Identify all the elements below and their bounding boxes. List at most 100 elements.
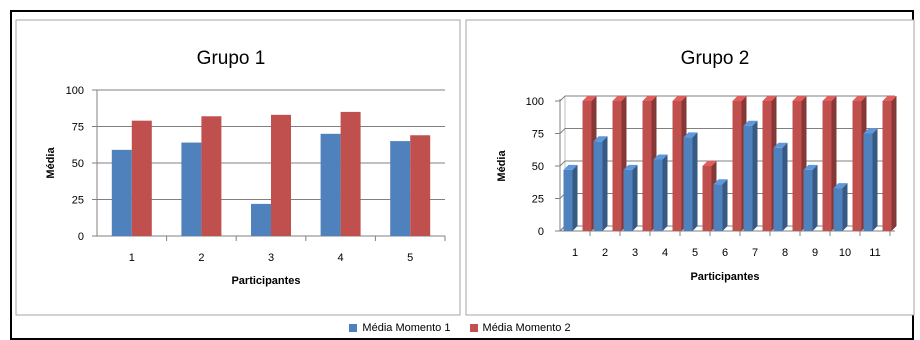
chart-2-bar-s2-top [702,161,717,166]
chart-2-bar-s1-front [623,169,633,231]
chart-2-xtick-label: 10 [839,247,851,259]
chart-2-bar-s1-top [833,183,848,189]
chart-2-bar-s1 [593,136,608,231]
chart-2-ytick-label: 50 [532,161,544,173]
chart-2-bar-s1-side [602,136,608,231]
chart-2-gridline-skew [559,128,566,134]
chart-2-xtick-label: 7 [752,247,758,259]
chart-2-bar-s2-top [852,96,867,101]
chart-1-bar-s2-front [410,135,431,236]
legend-item-momento-2: Média Momento 2 [469,322,571,334]
chart-2-bar-s1-top [563,164,578,170]
chart-1-bar-s1 [181,142,202,236]
chart-2-bar-s1 [653,154,668,231]
chart-2-bar-s2-front [642,101,652,231]
chart-2-bar-s1 [833,183,848,231]
chart-2-bar-s1-top [863,128,878,134]
chart-2-bar-s1-top [743,120,758,126]
chart-2-bar-s1-side [692,132,698,231]
chart-2-bar-s2-top [612,96,627,101]
chart-2-bar-s1-top [683,132,698,138]
chart-2-bar-s2-front [672,101,682,231]
chart-1-xtick-label: 1 [129,252,135,264]
chart-1-ytick-label: 100 [66,85,84,97]
chart-2-bar-s2-top [672,96,687,101]
chart-1-bar-s1 [390,141,411,236]
chart-2-bar-s2-top [792,96,807,101]
chart-2-ytick-label: 75 [532,129,544,141]
chart-2-bar-s2-front [732,101,742,231]
chart-2-bar-s2-front [762,101,772,231]
legend-item-momento-1: Média Momento 1 [349,322,450,334]
chart-2-title: Grupo 2 [681,48,750,69]
chart-2-xtick-label: 5 [692,247,698,259]
chart-2-gridline-skew [559,95,566,102]
chart-2-bar-s2-front [582,101,592,231]
chart-2-bar-s2 [882,96,897,231]
chart-2-bar-s1-side [662,154,668,231]
chart-2-bar-s1-side [872,128,878,231]
chart-1-bar-s1-front [181,142,202,236]
chart-2-bar-s1-top [623,164,638,170]
chart-2-bar-s1 [713,179,728,231]
chart-1-bar-s2 [340,111,361,236]
chart-1-xtick-label: 2 [198,252,204,264]
chart-2-bar-s2-front [612,101,622,231]
chart-2-xtick-label: 11 [869,247,880,259]
chart-1-panel [15,19,461,316]
chart-2-ytick-label: 0 [538,226,544,238]
chart-1-bar-s1 [251,203,271,236]
chart-1-ytick-label: 25 [72,195,84,207]
chart-1-xtick-label: 4 [338,252,344,264]
chart-1-bar-s2 [131,120,152,236]
chart-2-bar-s2-front [702,166,712,231]
chart-2-bar-s1-front [773,147,783,231]
chart-2-xtick-label: 8 [782,247,788,259]
chart-2-xlabel: Participantes [690,271,759,283]
chart-1-bar-s1 [320,133,341,236]
chart-1-ylabel: Média [45,147,57,179]
chart-2-bar-s2-front [822,101,832,231]
chart-1-xlabel: Participantes [231,275,300,287]
chart-1-bar-s1-front [320,133,341,236]
chart-1-bar-s2-front [131,120,152,236]
chart-2-xtick-label: 9 [812,247,818,259]
chart-2-bar-s2-front [852,101,862,231]
chart-2-xtick-label: 6 [722,247,728,259]
chart-2-bar-s1-front [803,169,813,231]
chart-2-bar-s1-front [863,133,873,231]
chart-1-ytick-label: 50 [72,158,84,170]
chart-2-bar-s1-side [722,179,728,231]
chart-2-bar-s1-top [593,136,608,142]
chart-2-bar-s2-side [891,96,897,231]
chart-2-bar-s2-top [882,96,897,101]
chart-2-bar-s2-top [732,96,747,101]
chart-2-gridline-skew [559,160,566,167]
chart-1-bar-s2 [201,116,222,236]
chart-2-bar-s1-front [743,125,753,231]
legend-label-momento-1: Média Momento 1 [362,322,451,334]
chart-2-bar-s1-front [683,137,693,231]
chart-2-bar-s2-front [882,101,892,231]
chart-1-bar-s2 [271,114,291,236]
chart-2-bar-s1-top [713,179,728,185]
chart-2-xtick-label: 2 [602,247,608,259]
legend-swatch-momento-2 [469,324,478,332]
chart-2-bar-s2-top [822,96,837,101]
chart-2-ytick-label: 100 [526,96,544,108]
chart-2-bar-s1-front [833,188,843,231]
chart-2-bar-s1 [563,164,578,231]
chart-2-bar-s1-side [572,164,578,231]
chart-2-bar-s1-top [803,164,818,170]
chart-2-bar-s1-side [752,120,758,231]
chart-1-ytick-label: 75 [72,122,84,134]
chart-1-bar-s2-front [201,116,222,236]
chart-2-xtick-label: 4 [662,247,668,259]
legend: Média Momento 1 Média Momento 2 [0,322,920,335]
chart-2-bar-s1-front [593,141,603,231]
chart-2-ylabel: Média [496,150,508,182]
chart-2-bar-s1 [683,132,698,231]
chart-2-bar-s1-top [773,142,788,148]
legend-swatch-momento-1 [349,324,358,332]
